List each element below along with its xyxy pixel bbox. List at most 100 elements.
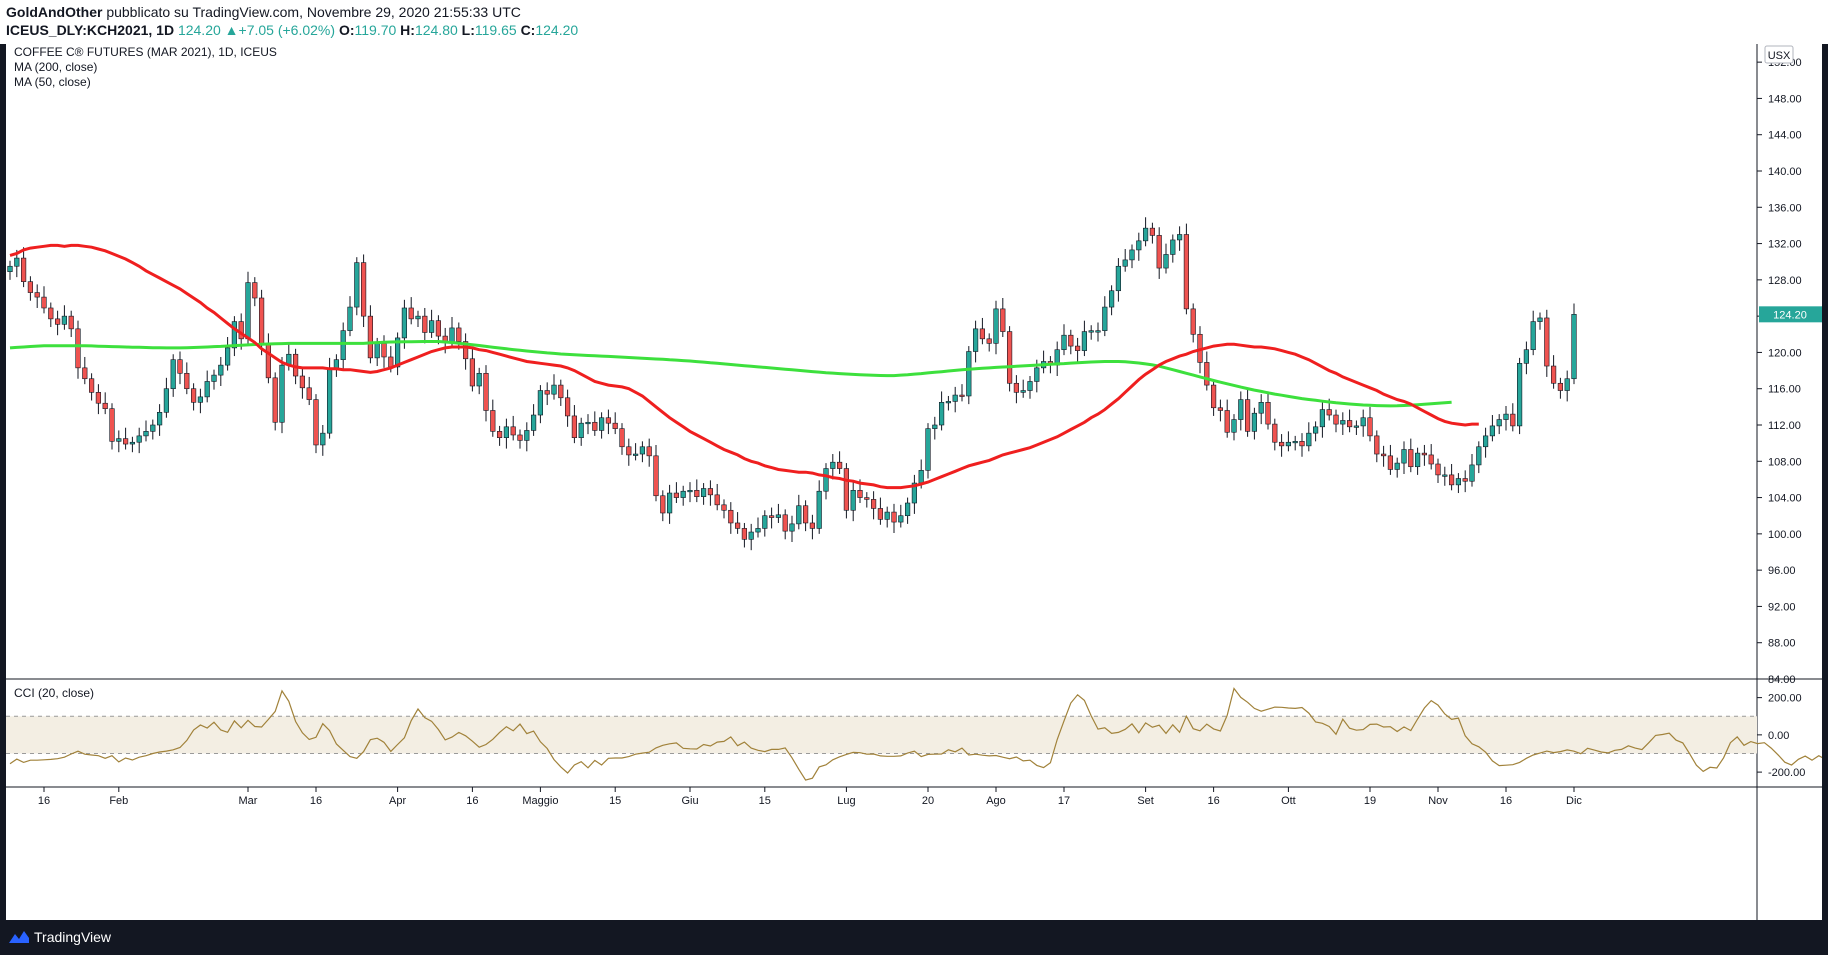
candle-down[interactable] (1367, 406, 1373, 442)
candle-down[interactable] (510, 415, 516, 441)
candle-down[interactable] (89, 373, 95, 401)
candle-up[interactable] (537, 385, 543, 424)
candle-down[interactable] (694, 479, 700, 503)
candle-up[interactable] (632, 443, 639, 461)
candle-down[interactable] (265, 333, 272, 384)
candle-down[interactable] (1265, 391, 1271, 430)
candle-down[interactable] (646, 438, 652, 467)
candle-down[interactable] (592, 411, 598, 436)
candle-up[interactable] (1442, 466, 1448, 486)
candle-up[interactable] (218, 356, 224, 386)
candle-down[interactable] (1183, 223, 1189, 315)
candle-up[interactable] (1177, 226, 1183, 251)
candle-up[interactable] (1170, 234, 1176, 263)
candle-up[interactable] (354, 257, 360, 316)
candle-down[interactable] (306, 376, 312, 406)
candle-down[interactable] (571, 405, 577, 444)
candle-down[interactable] (1435, 458, 1441, 484)
candle-down[interactable] (605, 409, 611, 435)
candle-down[interactable] (21, 247, 27, 288)
candle-up[interactable] (945, 395, 951, 411)
candle-down[interactable] (75, 320, 81, 379)
candle-down[interactable] (184, 362, 190, 395)
candle-down[interactable] (1211, 379, 1217, 416)
cci-legend[interactable]: CCI (20, close) (14, 686, 94, 700)
candle-down[interactable] (1068, 329, 1074, 355)
candle-up[interactable] (1122, 249, 1128, 272)
candle-up[interactable] (904, 497, 911, 524)
candle-up[interactable] (1564, 370, 1570, 402)
candle-down[interactable] (877, 497, 883, 525)
candle-up[interactable] (1340, 412, 1346, 435)
candle-up[interactable] (1455, 473, 1461, 494)
candle-up[interactable] (1136, 232, 1142, 261)
candle-up[interactable] (204, 370, 210, 403)
cci-axis[interactable]: 200.00 0.00 -200.00 (1757, 693, 1805, 779)
candle-up[interactable] (911, 474, 917, 514)
candle-down[interactable] (422, 307, 428, 344)
candle-up[interactable] (1530, 310, 1536, 356)
candle-up[interactable] (1360, 409, 1366, 437)
candle-up[interactable] (762, 510, 768, 537)
candle-up[interactable] (1523, 341, 1529, 375)
candle-down[interactable] (456, 322, 462, 350)
candle-down[interactable] (27, 276, 34, 301)
candle-up[interactable] (1476, 441, 1482, 474)
candle-up[interactable] (1081, 320, 1087, 357)
candle-down[interactable] (1190, 303, 1196, 343)
candle-down[interactable] (272, 372, 278, 431)
candle-up[interactable] (245, 271, 251, 345)
candle-up[interactable] (1115, 258, 1121, 302)
candle-down[interactable] (109, 403, 115, 450)
candle-down[interactable] (1544, 309, 1550, 377)
candle-down[interactable] (1428, 444, 1434, 470)
candle-up[interactable] (1041, 350, 1047, 374)
candle-down[interactable] (1333, 409, 1339, 433)
candle-up[interactable] (1401, 441, 1407, 474)
candle-up[interactable] (1292, 435, 1298, 451)
candle-up[interactable] (687, 482, 693, 503)
candle-down[interactable] (360, 254, 367, 328)
candle-down[interactable] (490, 399, 496, 437)
candle-down[interactable] (381, 335, 387, 368)
candle-down[interactable] (1013, 375, 1019, 404)
candle-down[interactable] (707, 480, 713, 506)
candle-down[interactable] (891, 503, 897, 533)
candle-down[interactable] (408, 297, 414, 325)
candle-up[interactable] (1251, 407, 1257, 440)
candle-up[interactable] (1095, 322, 1101, 342)
candle-up[interactable] (1285, 431, 1291, 452)
candle-up[interactable] (333, 354, 340, 377)
candle-up[interactable] (755, 517, 761, 538)
candle-down[interactable] (1449, 464, 1455, 491)
candle-up[interactable] (972, 320, 979, 363)
candle-up[interactable] (225, 337, 231, 371)
candle-down[interactable] (1224, 399, 1230, 438)
candle-up[interactable] (993, 300, 999, 355)
candle-down[interactable] (843, 463, 849, 519)
candle-up[interactable] (1394, 457, 1400, 478)
candle-up[interactable] (1483, 427, 1489, 458)
candle-up[interactable] (1231, 414, 1237, 441)
candle-down[interactable] (1381, 445, 1387, 467)
candle-down[interactable] (1462, 470, 1468, 493)
currency-label[interactable]: USX (1768, 50, 1791, 62)
candle-down[interactable] (123, 427, 129, 450)
candle-down[interactable] (95, 384, 101, 415)
candle-down[interactable] (34, 284, 40, 308)
candle-up[interactable] (1258, 394, 1264, 425)
candle-down[interactable] (462, 333, 469, 370)
candle-down[interactable] (673, 482, 679, 504)
candle-up[interactable] (823, 463, 829, 500)
candle-up[interactable] (279, 356, 285, 434)
candle-up[interactable] (476, 367, 482, 395)
candle-down[interactable] (1557, 377, 1563, 399)
candle-down[interactable] (252, 277, 258, 307)
candle-up[interactable] (320, 425, 326, 456)
candle-up[interactable] (197, 388, 204, 414)
chart-area[interactable]: 152.00148.00144.00140.00136.00132.00128.… (6, 44, 1828, 920)
candle-up[interactable] (524, 422, 530, 452)
candle-up[interactable] (666, 484, 673, 524)
candle-up[interactable] (1054, 341, 1060, 377)
candle-up[interactable] (1020, 379, 1026, 398)
